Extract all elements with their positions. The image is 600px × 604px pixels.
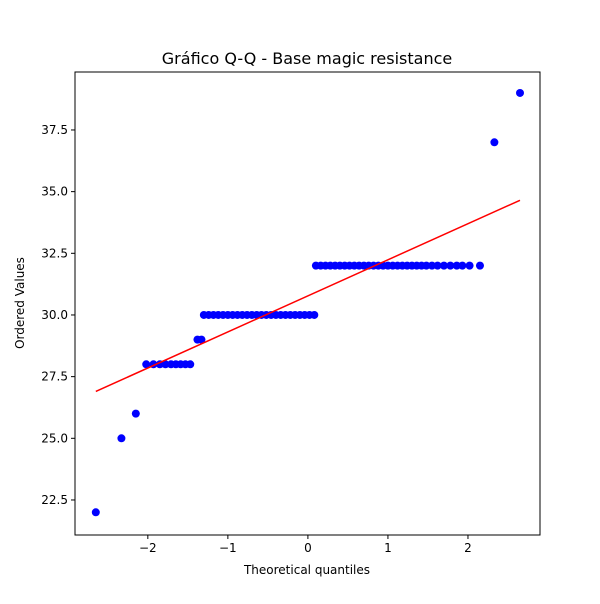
point <box>186 360 195 369</box>
point <box>452 261 461 270</box>
y-tick-label: 30.0 <box>41 308 68 322</box>
point <box>117 434 126 443</box>
point <box>458 261 467 270</box>
point <box>197 335 206 344</box>
point <box>475 261 484 270</box>
x-tick-label: 1 <box>384 541 392 555</box>
x-tick-label: 0 <box>304 541 312 555</box>
point <box>515 88 524 97</box>
y-tick-label: 22.5 <box>41 493 68 507</box>
y-tick-label: 35.0 <box>41 185 68 199</box>
fit-line <box>95 199 521 393</box>
point <box>142 360 151 369</box>
point <box>439 261 448 270</box>
y-tick-label: 37.5 <box>41 123 68 137</box>
y-tick-label: 27.5 <box>41 370 68 384</box>
chart-title: Gráfico Q-Q - Base magic resistance <box>162 49 452 68</box>
point <box>422 261 431 270</box>
x-tick-label: −1 <box>219 541 237 555</box>
y-axis-label: Ordered Values <box>13 257 27 349</box>
plot-frame <box>74 71 541 536</box>
point <box>433 261 442 270</box>
point <box>91 508 100 517</box>
point <box>465 261 474 270</box>
point <box>490 138 499 147</box>
x-tick-label: 2 <box>464 541 472 555</box>
point <box>427 261 436 270</box>
point <box>310 310 319 319</box>
y-tick-label: 32.5 <box>41 246 68 260</box>
point <box>161 360 170 369</box>
point <box>131 409 140 418</box>
y-tick-label: 25.0 <box>41 431 68 445</box>
x-tick-label: −2 <box>139 541 157 555</box>
x-axis-label: Theoretical quantiles <box>243 563 370 577</box>
point <box>446 261 455 270</box>
